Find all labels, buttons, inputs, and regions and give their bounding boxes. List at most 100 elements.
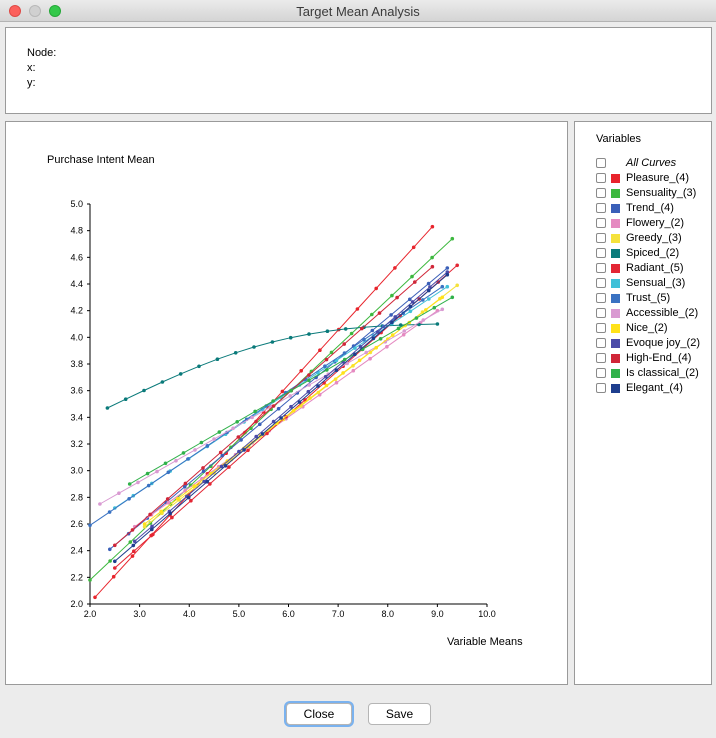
series-Is classical_(2)[interactable] (127, 295, 455, 486)
series-Trend_(4)[interactable] (108, 266, 450, 552)
data-point (215, 357, 220, 361)
x-tick-label: 4.0 (183, 609, 196, 619)
x-label: x: (27, 62, 36, 74)
minimize-window-icon[interactable] (29, 5, 41, 17)
data-point (432, 305, 437, 310)
data-point (220, 453, 225, 458)
y-tick-label: 3.8 (70, 359, 83, 369)
checkbox[interactable] (596, 293, 606, 303)
close-window-icon[interactable] (9, 5, 21, 17)
data-point (430, 224, 435, 229)
variable-item-all-curves[interactable]: All Curves (596, 156, 676, 170)
y-tick-label: 2.0 (70, 599, 83, 609)
data-point (98, 502, 102, 506)
data-point (445, 266, 450, 270)
data-point (239, 438, 243, 442)
checkbox[interactable] (596, 278, 606, 288)
series-Elegant_(4)[interactable] (113, 272, 450, 564)
data-point (189, 498, 193, 503)
series-Accessible_(2)[interactable] (98, 307, 445, 506)
data-point (307, 383, 312, 387)
data-point (445, 270, 450, 274)
series-Spiced_(2)[interactable] (105, 322, 440, 410)
data-point (146, 483, 151, 488)
variable-label: High-End_(4) (626, 352, 692, 364)
checkbox[interactable] (596, 323, 606, 333)
variable-item[interactable]: Flowery_(2) (596, 216, 684, 230)
checkbox[interactable] (596, 173, 606, 183)
data-point (353, 346, 357, 350)
variable-item[interactable]: Sensual_(3) (596, 276, 685, 290)
series-Pleasure_(4)[interactable] (93, 224, 435, 600)
series-Flowery_(2)[interactable] (132, 308, 440, 529)
series-Sensuality_(3)[interactable] (88, 236, 455, 582)
save-button[interactable]: Save (368, 703, 431, 725)
data-point (252, 345, 256, 349)
y-tick-label: 5.0 (70, 199, 83, 209)
x-tick-label: 6.0 (282, 609, 295, 619)
data-point (199, 440, 204, 445)
data-point (364, 350, 369, 355)
variable-item[interactable]: Is classical_(2) (596, 366, 699, 380)
data-point (142, 522, 147, 526)
data-point (193, 448, 197, 452)
checkbox[interactable] (596, 203, 606, 213)
checkbox[interactable] (596, 263, 606, 273)
data-point (163, 461, 168, 466)
data-point (374, 345, 379, 350)
variable-item[interactable]: Pleasure_(4) (596, 171, 689, 185)
checkbox[interactable] (596, 188, 606, 198)
variable-item[interactable]: Spiced_(2) (596, 246, 679, 260)
data-point (440, 284, 445, 289)
data-point (233, 351, 238, 355)
variable-item[interactable]: Evoque joy_(2) (596, 336, 700, 350)
chart-panel[interactable]: 2.0 2.2 2.4 2.6 2.8 3.0 3.2 3.4 3.6 3.8 4.0 4.2 4.4 4… (5, 121, 568, 685)
variable-item[interactable]: Greedy_(3) (596, 231, 682, 245)
variable-item[interactable]: Sensuality_(3) (596, 186, 696, 200)
data-point (299, 369, 304, 373)
variable-item[interactable]: Trend_(4) (596, 201, 674, 215)
checkbox[interactable] (596, 383, 606, 393)
checkbox[interactable] (596, 218, 606, 228)
data-point (343, 327, 348, 331)
y-tick-label: 2.4 (70, 546, 83, 556)
chart[interactable]: 2.0 2.2 2.4 2.6 2.8 3.0 3.2 3.4 3.6 3.8 4.0 4.2 4.4 4… (6, 122, 567, 684)
x-tick-label: 5.0 (233, 609, 246, 619)
data-point (175, 497, 180, 501)
data-point (370, 328, 375, 333)
close-button[interactable]: Close (286, 703, 352, 725)
checkbox[interactable] (596, 248, 606, 258)
data-point (362, 337, 366, 342)
checkbox[interactable] (596, 338, 606, 348)
data-point (150, 524, 154, 529)
y-tick-label: 2.8 (70, 492, 83, 502)
variable-item[interactable]: Nice_(2) (596, 321, 668, 335)
data-point (223, 464, 228, 468)
data-point (324, 383, 329, 388)
data-point (142, 388, 146, 393)
y-tick-label: 4.2 (70, 306, 83, 316)
variable-item[interactable]: Elegant_(4) (596, 381, 683, 395)
data-point (306, 389, 311, 394)
x-tick-label: 2.0 (84, 609, 97, 619)
checkbox[interactable] (596, 368, 606, 378)
data-point (334, 380, 339, 385)
data-point (183, 485, 187, 489)
checkbox[interactable] (596, 353, 606, 363)
checkbox[interactable] (596, 233, 606, 243)
variable-item[interactable]: Accessible_(2) (596, 306, 698, 320)
checkbox[interactable] (596, 308, 606, 318)
series-Evoque joy_(2)[interactable] (132, 270, 450, 544)
variable-item[interactable]: Radiant_(5) (596, 261, 683, 275)
maximize-window-icon[interactable] (49, 5, 61, 17)
variables-title: Variables (596, 133, 642, 145)
data-point (249, 426, 253, 431)
data-point (440, 307, 445, 312)
data-point (325, 368, 329, 372)
data-point (323, 374, 328, 379)
y-tick-label: 3.0 (70, 466, 83, 476)
series-High-End_(4)[interactable] (113, 264, 435, 548)
variable-item[interactable]: Trust_(5) (596, 291, 670, 305)
variable-item[interactable]: High-End_(4) (596, 351, 691, 365)
checkbox[interactable] (596, 158, 606, 168)
